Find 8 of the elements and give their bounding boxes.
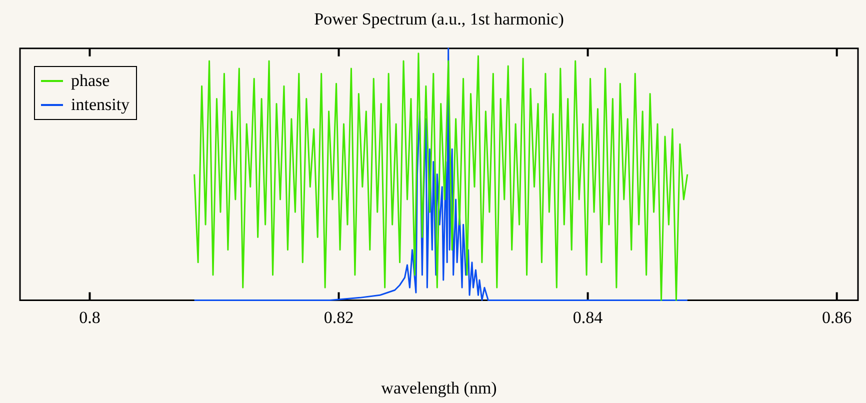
x-tick-label: 0.82 (324, 308, 354, 327)
chart-title: Power Spectrum (a.u., 1st harmonic) (314, 10, 564, 29)
legend-label: intensity (71, 95, 130, 115)
x-axis-title: wavelength (nm) (381, 378, 497, 398)
x-tick-label: 0.8 (79, 308, 100, 327)
x-tick-label: 0.86 (822, 308, 852, 327)
legend-label: phase (71, 71, 110, 91)
x-tick-label: 0.84 (572, 308, 604, 327)
